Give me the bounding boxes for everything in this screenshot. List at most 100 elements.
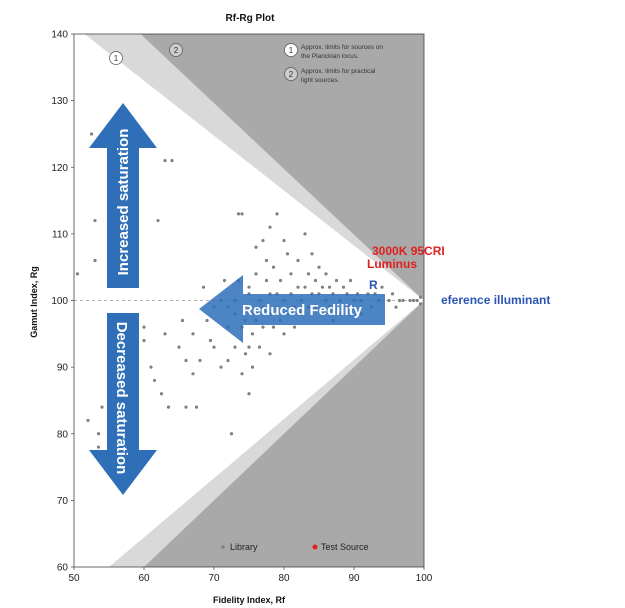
- library-point: [271, 325, 276, 329]
- zone-2-marker: [169, 43, 183, 57]
- note-1-marker: [284, 43, 298, 57]
- library-point: [212, 345, 216, 349]
- legend-test-source-marker: [312, 544, 318, 550]
- y-tick-label: 70: [57, 496, 69, 507]
- library-point: [387, 298, 391, 303]
- library-point: [201, 285, 206, 289]
- y-tick-label: 90: [57, 363, 69, 374]
- library-point: [292, 325, 297, 329]
- y-tick-label: 130: [51, 96, 68, 107]
- library-point: [282, 332, 286, 336]
- library-point: [327, 285, 332, 289]
- library-point: [159, 392, 164, 396]
- reference-marker-label: R: [369, 278, 378, 292]
- library-point: [250, 332, 255, 336]
- y-tick-label: 80: [57, 429, 69, 440]
- library-point: [184, 358, 188, 363]
- library-point: [313, 278, 318, 283]
- library-point: [163, 158, 167, 163]
- library-point: [86, 418, 90, 423]
- y-tick-label: 110: [52, 229, 68, 240]
- decreased-saturation-arrow: [89, 313, 157, 495]
- library-point: [93, 258, 97, 263]
- library-point: [96, 432, 101, 436]
- library-point: [75, 272, 80, 276]
- zone-2-label: 2: [174, 46, 179, 55]
- library-point: [257, 345, 262, 349]
- x-tick-label: 80: [278, 573, 290, 584]
- library-point: [306, 272, 311, 276]
- library-point: [226, 358, 230, 363]
- library-point: [418, 295, 423, 299]
- y-tick-label: 140: [51, 30, 68, 41]
- library-point: [233, 345, 237, 349]
- reference-illuminant-label: eference illuminant: [441, 293, 550, 307]
- legend-library-label: Library: [230, 542, 258, 552]
- library-point: [310, 252, 314, 256]
- x-tick-label: 50: [68, 573, 80, 584]
- library-point: [180, 318, 185, 323]
- library-point: [177, 345, 181, 349]
- library-point: [222, 278, 227, 283]
- library-point: [240, 372, 244, 376]
- library-point: [243, 352, 248, 356]
- chart-title: Rf-Rg Plot: [226, 13, 276, 24]
- x-axis-label: Fidelity Index, Rf: [213, 595, 286, 605]
- library-point: [250, 365, 255, 369]
- library-point: [341, 285, 346, 289]
- library-point: [408, 298, 412, 303]
- note-2-num: 2: [289, 70, 294, 79]
- library-point: [184, 405, 188, 409]
- notes-box: 1 Approx. limits for sources on the Plan…: [284, 43, 383, 84]
- library-point: [289, 272, 293, 276]
- x-tick-label: 60: [138, 573, 150, 584]
- library-point: [415, 298, 419, 303]
- legend: Library Test Source: [221, 542, 369, 552]
- library-point: [96, 445, 101, 449]
- library-point: [268, 225, 272, 229]
- x-tick-label: 100: [416, 573, 433, 584]
- library-point: [261, 238, 265, 243]
- test-source-label-cct: 3000K 95CRI: [372, 244, 445, 258]
- library-point: [191, 372, 195, 376]
- library-point: [229, 432, 234, 436]
- library-point: [271, 265, 276, 269]
- zone-1-label: 1: [114, 54, 119, 63]
- library-point: [268, 352, 272, 356]
- library-point: [390, 292, 395, 296]
- library-point: [205, 318, 209, 323]
- library-point: [247, 285, 251, 289]
- library-point: [254, 272, 258, 276]
- reduced-fidelity-arrow: [199, 275, 385, 343]
- library-point: [166, 405, 171, 409]
- library-point: [303, 285, 307, 289]
- note-2-line-2: light sources.: [301, 77, 339, 84]
- library-point: [275, 212, 279, 216]
- library-point: [149, 365, 153, 369]
- library-point: [296, 285, 300, 289]
- test-source-label-brand: Luminus: [367, 257, 417, 271]
- library-point: [254, 245, 258, 249]
- legend-library-marker: [221, 545, 225, 549]
- y-axis-label: Gamut Index, Rg: [29, 266, 39, 338]
- library-point: [100, 405, 104, 409]
- library-point: [317, 265, 321, 269]
- library-point: [247, 392, 251, 396]
- library-point: [264, 278, 269, 283]
- library-point: [198, 358, 202, 363]
- library-point: [247, 345, 251, 349]
- library-point: [240, 212, 244, 216]
- library-point: [324, 272, 328, 276]
- library-point: [194, 405, 199, 409]
- library-point: [264, 258, 269, 263]
- library-point: [93, 218, 97, 223]
- library-point: [191, 332, 195, 336]
- library-point: [296, 258, 300, 263]
- library-point: [401, 298, 405, 303]
- note-1-line-1: Approx. limits for sources on: [301, 44, 383, 51]
- decreased-saturation-label: Decreased saturation: [113, 322, 130, 475]
- library-point: [152, 378, 157, 383]
- library-point: [163, 332, 167, 336]
